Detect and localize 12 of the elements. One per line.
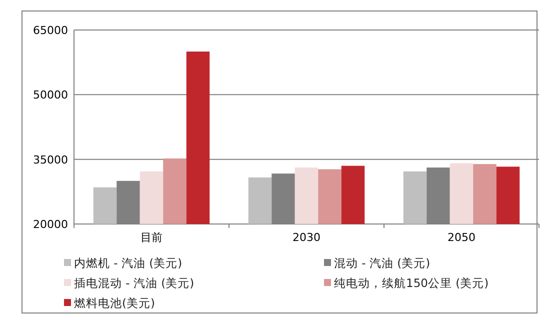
x-tick-label: 目前 [140,231,162,244]
y-tick-label: 50000 [33,88,68,102]
legend-label: 插电混动 - 汽油 (美元) [74,276,194,290]
y-tick-label: 35000 [33,153,68,166]
legend-label: 燃料电池(美元) [74,296,155,310]
y-tick-label: 65000 [33,24,68,37]
x-tick-label: 2050 [448,231,476,244]
x-tick-label: 2030 [292,231,320,244]
legend-label: 纯电动，续航150公里 (美元) [334,276,489,290]
legend-label: 混动 - 汽油 (美元) [334,256,430,270]
legend-label: 内燃机 - 汽油 (美元) [74,256,182,270]
y-tick-label: 20000 [33,218,68,231]
